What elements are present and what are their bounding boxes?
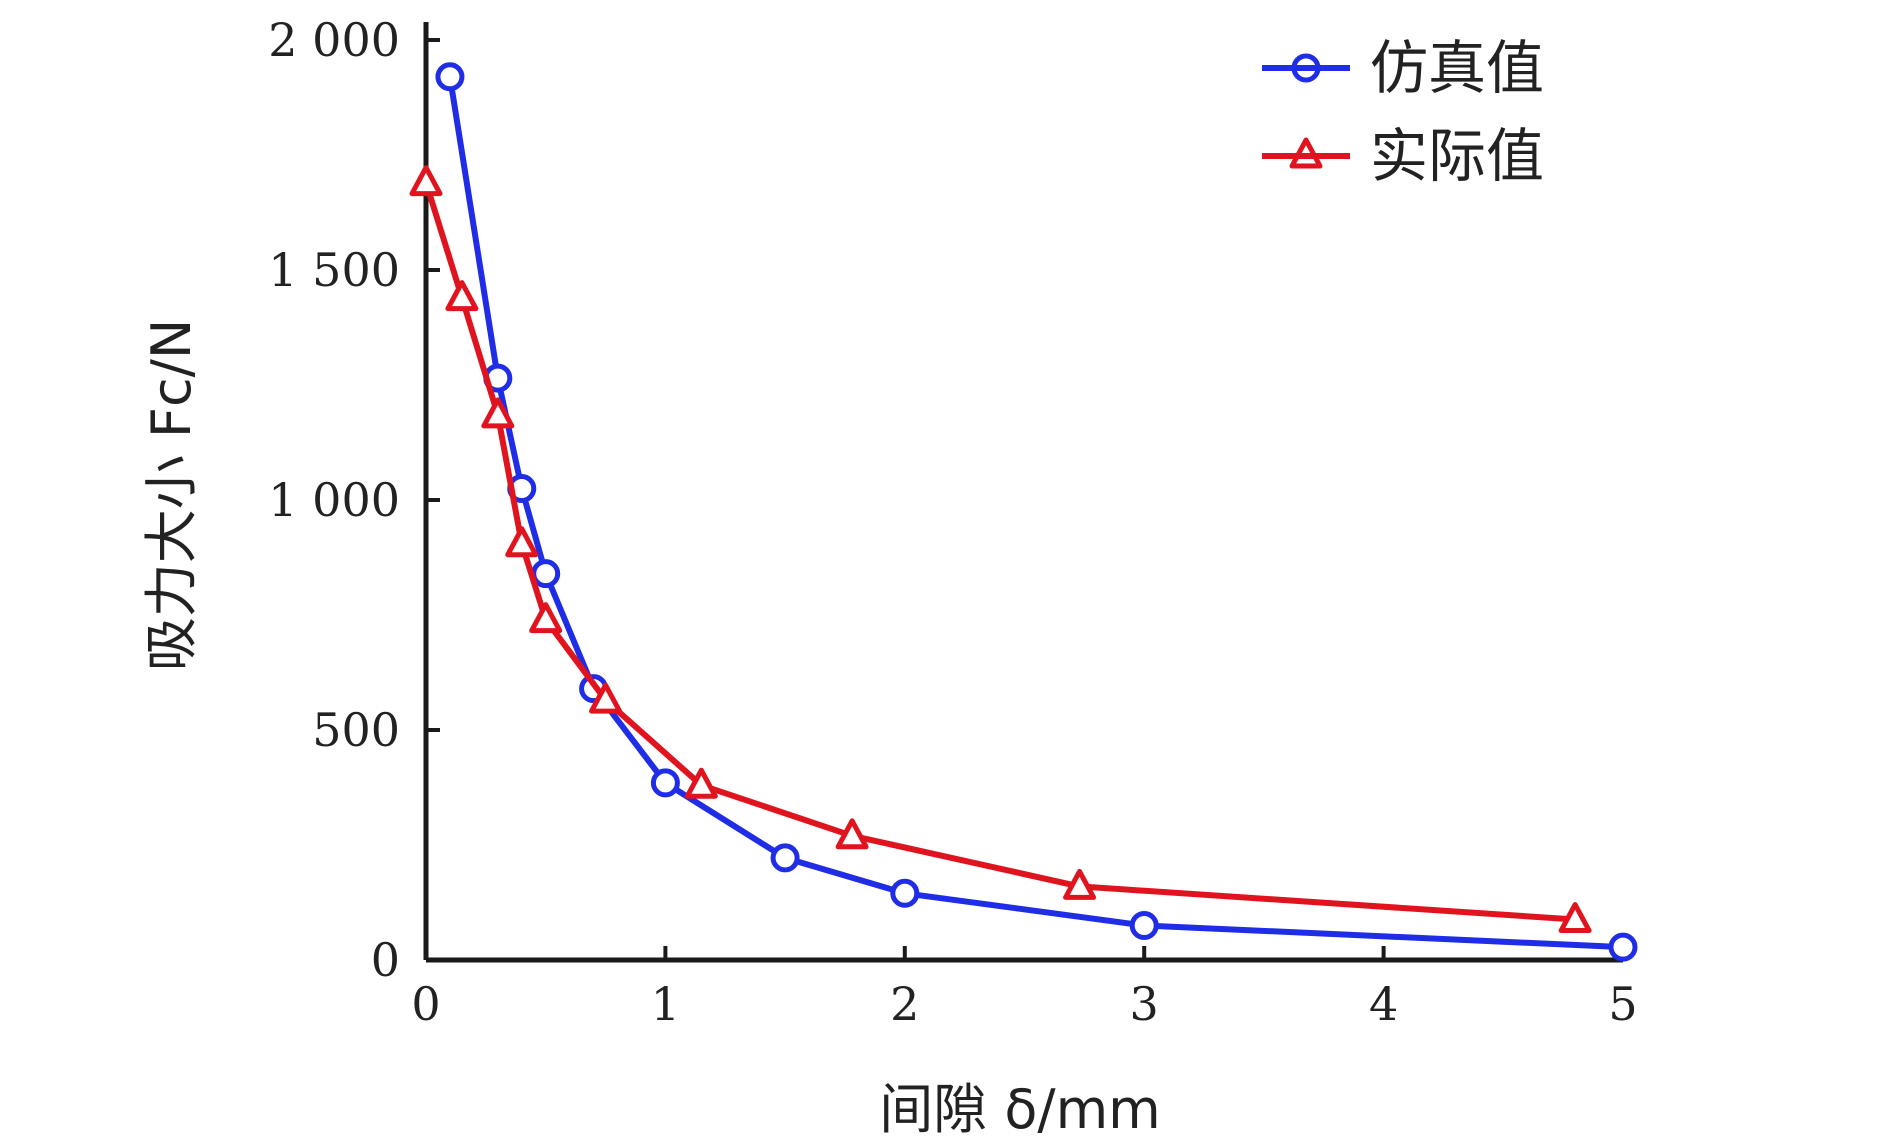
data-point <box>409 165 443 197</box>
data-point <box>835 818 869 850</box>
data-point <box>890 878 920 908</box>
x-tick-label: 5 <box>1608 977 1637 1031</box>
x-tick-label: 2 <box>890 977 919 1031</box>
data-point <box>650 768 680 798</box>
x-tick-label: 4 <box>1369 977 1398 1031</box>
x-tick-label: 1 <box>651 977 680 1031</box>
data-point <box>529 602 563 634</box>
data-point <box>1558 902 1592 934</box>
data-point <box>1608 932 1638 962</box>
y-tick-label: 1 000 <box>268 473 400 527</box>
x-tick-label: 3 <box>1130 977 1159 1031</box>
data-point <box>531 559 561 589</box>
legend-item-0: 仿真值 <box>1262 34 1544 102</box>
legend-label-1: 实际值 <box>1370 122 1544 190</box>
data-point <box>1129 911 1159 940</box>
data-point <box>770 843 800 873</box>
data-point <box>481 397 515 429</box>
legend-label-0: 仿真值 <box>1370 34 1544 102</box>
data-point <box>684 767 718 799</box>
data-point <box>589 682 623 714</box>
y-tick-label: 2 000 <box>268 13 400 67</box>
series-line-0 <box>446 76 1624 951</box>
legend-marker-circle <box>1291 53 1321 83</box>
legend-marker-triangle <box>1289 137 1323 169</box>
series-0 <box>435 62 1638 962</box>
data-point <box>505 526 539 558</box>
data-point <box>1063 868 1097 900</box>
data-point <box>445 280 479 312</box>
series-1 <box>409 165 1592 934</box>
ticks <box>424 38 1625 962</box>
series-line-1 <box>423 181 1576 923</box>
data-point <box>435 62 465 92</box>
series-layer <box>409 62 1638 962</box>
y-tick-label: 500 <box>312 703 400 757</box>
legend: 仿真值 实际值 <box>1262 34 1544 190</box>
tick-labels: 0 1 2 3 4 5 0 500 1 000 1 500 2 000 <box>268 13 1637 1031</box>
x-tick-label: 0 <box>411 977 440 1031</box>
y-tick-label: 0 <box>371 933 400 987</box>
x-axis-label: 间隙 δ/mm <box>879 1078 1161 1141</box>
legend-item-1: 实际值 <box>1262 122 1544 190</box>
y-tick-label: 1 500 <box>268 243 400 297</box>
y-axis-label: 吸力大小 Fc/N <box>140 319 203 672</box>
